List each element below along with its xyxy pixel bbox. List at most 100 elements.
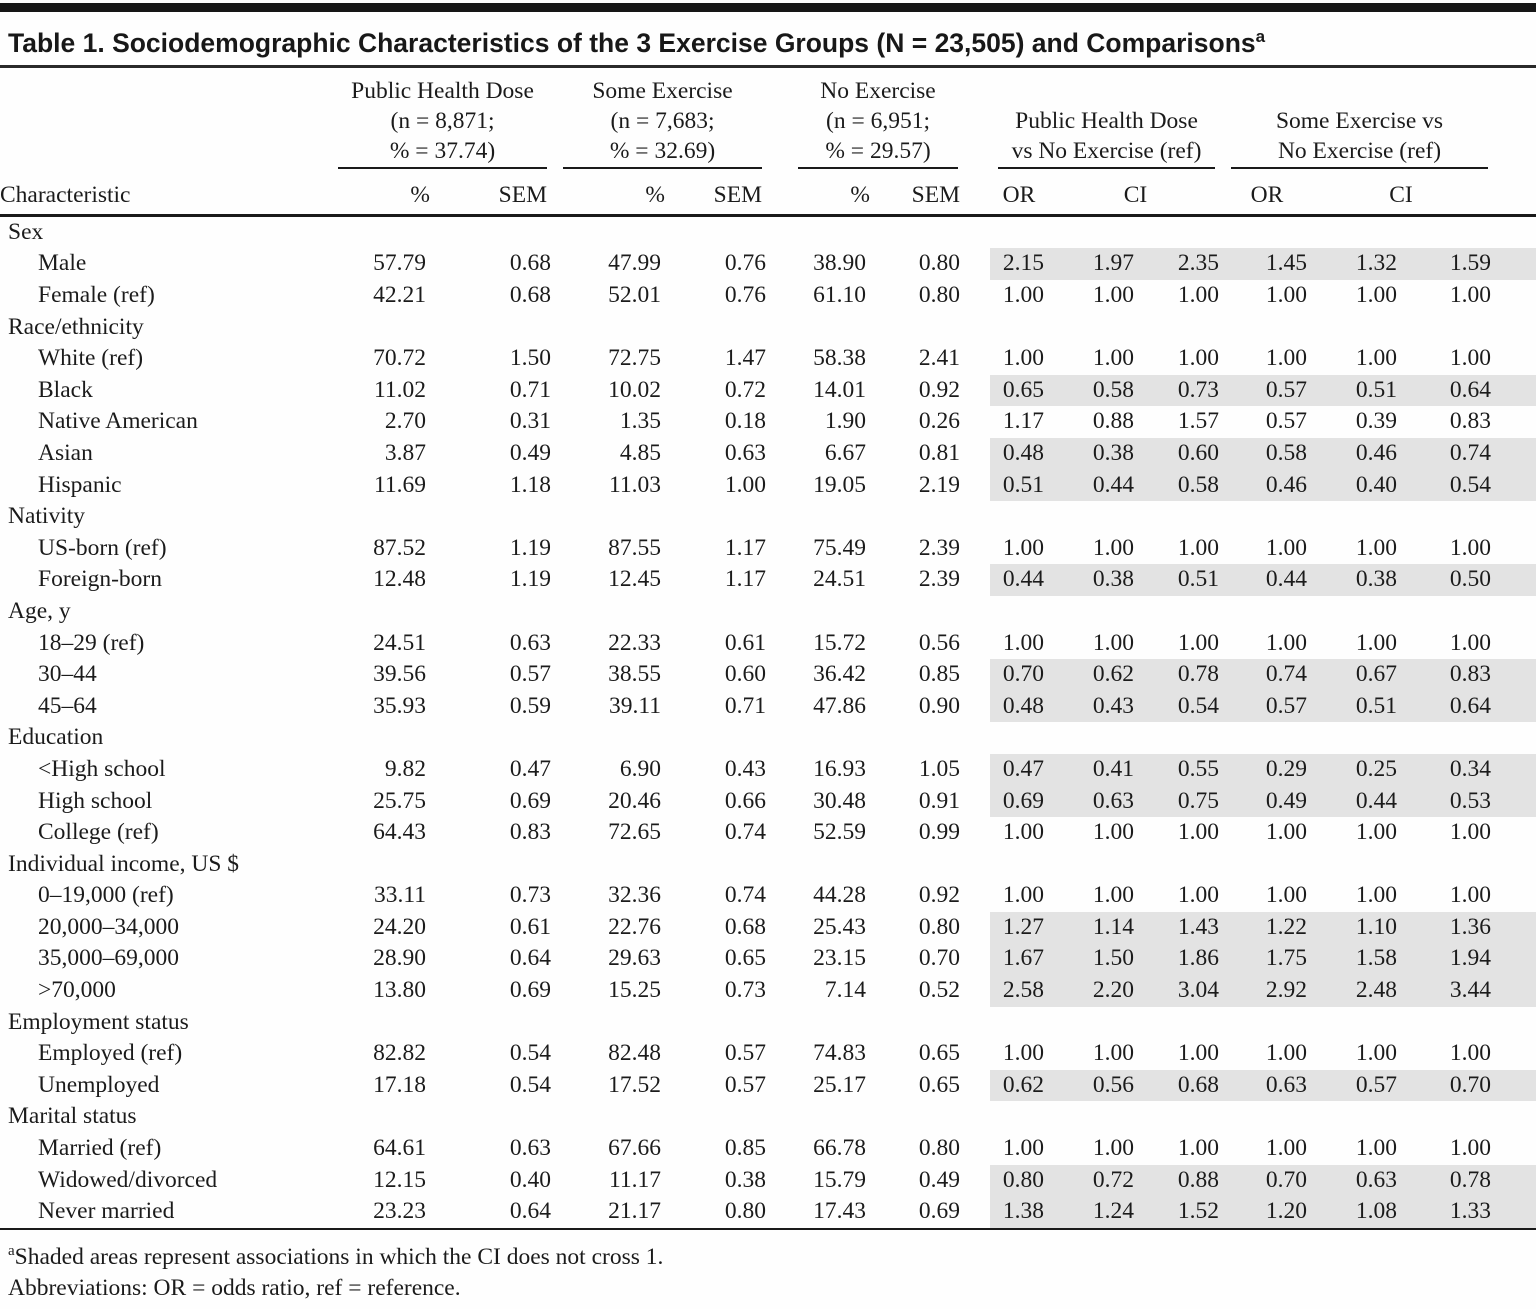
cell-value: 1.58: [1311, 943, 1401, 976]
cell-value: 72.75: [608, 345, 661, 372]
cell-value: 1.00: [1002, 345, 1044, 372]
cell-value: 0.54: [1138, 690, 1223, 723]
table-row: <High school 9.82 0.47 6.90 0.43 16.93 1.05 0.4…: [0, 753, 1536, 786]
cell-value: 1.05: [918, 755, 960, 782]
cell-value: 3.87: [384, 439, 426, 466]
cell-value: 0.57: [509, 661, 551, 688]
cell-value: 0.44: [1048, 469, 1138, 502]
cell-value: 32.36: [608, 882, 661, 909]
section-header-row: Nativity: [0, 501, 1536, 533]
cell-value: 1.00: [1092, 534, 1134, 561]
cell-value: 1.08: [1311, 1196, 1401, 1230]
section-label: Employment status: [8, 1008, 189, 1035]
cell-value: 0.63: [509, 1135, 551, 1162]
cell-value: 72.65: [608, 819, 661, 846]
cell-value: 0.58: [1048, 374, 1138, 407]
table-row: Foreign-born 12.48 1.19 12.45 1.17 24.51 2.39 0…: [0, 564, 1536, 596]
cell-value: 2.41: [918, 345, 960, 372]
cell-value: 1.00: [1449, 282, 1491, 309]
cell-value: 25.75: [373, 787, 426, 814]
group-header-line: No Exercise: [820, 77, 936, 104]
row-label: 0–19,000 (ref): [38, 882, 174, 909]
cell-value: 21.17: [555, 1196, 665, 1230]
section-label: Age, y: [8, 597, 71, 624]
cell-value: 0.44: [990, 564, 1048, 596]
cell-value: 11.17: [608, 1166, 661, 1193]
table-row: Widowed/divorced 12.15 0.40 11.17 0.38 15.79 0…: [0, 1164, 1536, 1197]
cell-value: 23.23: [330, 1196, 430, 1230]
cell-value: 1.94: [1401, 943, 1536, 976]
cell-value: 1.00: [1265, 882, 1307, 909]
cell-value: 0.72: [724, 376, 766, 403]
cell-value: 0.69: [509, 787, 551, 814]
cell-value: 58.38: [813, 345, 866, 372]
cell-value: 0.49: [1223, 785, 1311, 818]
cell-value: 17.52: [608, 1071, 661, 1098]
table-row: Black 11.02 0.71 10.02 0.72 14.01 0.92 0.65 0.58…: [0, 374, 1536, 407]
table-row: Married (ref) 64.61 0.63 67.66 0.85 66.78 0.80…: [0, 1133, 1536, 1165]
cell-value: 1.20: [1223, 1196, 1311, 1230]
cell-value: 7.14: [824, 977, 866, 1004]
cell-value: 0.59: [509, 692, 551, 719]
cell-value: 36.42: [813, 661, 866, 688]
percent-column-header: %: [770, 168, 870, 217]
empty-corner-cell: [0, 68, 330, 169]
section-header-row: Education: [0, 722, 1536, 754]
row-label: <High school: [38, 755, 166, 782]
group-header-line: % = 37.74): [389, 137, 496, 164]
cell-value: 1.00: [1092, 629, 1134, 656]
cell-value: 0.52: [918, 977, 960, 1004]
cell-value: 1.00: [1355, 882, 1397, 909]
cell-value: 2.92: [1223, 975, 1311, 1007]
section-header-row: Sex: [0, 215, 1536, 248]
cell-value: 1.00: [1092, 882, 1134, 909]
cell-value: 1.00: [1355, 282, 1397, 309]
row-label: Widowed/divorced: [38, 1166, 218, 1193]
cell-value: 0.57: [1223, 374, 1311, 407]
cell-value: 1.27: [990, 911, 1048, 944]
cell-value: 0.83: [509, 819, 551, 846]
cell-value: 1.33: [1401, 1196, 1536, 1230]
cell-value: 1.00: [1265, 345, 1307, 372]
cell-value: 82.82: [373, 1040, 426, 1067]
cell-value: 0.63: [1048, 785, 1138, 818]
cell-value: 1.00: [1092, 345, 1134, 372]
sociodemographic-table: Public Health Dose (n = 8,871; % = 37.74…: [0, 68, 1536, 1230]
cell-value: 0.18: [724, 408, 766, 435]
group-header-line: No Exercise (ref): [1277, 137, 1442, 164]
cell-value: 22.76: [608, 913, 661, 940]
group-header-line: vs No Exercise (ref): [1011, 137, 1202, 164]
table-footnotes: aShaded areas represent associations in …: [0, 1230, 1536, 1304]
cell-value: 0.83: [1401, 659, 1536, 691]
cell-value: 0.70: [1401, 1069, 1536, 1102]
cell-value: 39.56: [373, 661, 426, 688]
cell-value: 0.56: [918, 629, 960, 656]
cell-value: 0.62: [990, 1069, 1048, 1102]
cell-value: 0.92: [918, 376, 960, 403]
cell-value: 0.76: [724, 282, 766, 309]
cell-value: 1.14: [1048, 911, 1138, 944]
cell-value: 0.46: [1223, 469, 1311, 502]
table-row: Asian 3.87 0.49 4.85 0.63 6.67 0.81 0.48 0.38 0.6…: [0, 437, 1536, 470]
cell-value: 1.00: [1449, 882, 1491, 909]
cell-value: 24.20: [373, 913, 426, 940]
cell-value: 3.44: [1401, 975, 1536, 1007]
row-label: Unemployed: [38, 1071, 160, 1098]
cell-value: 1.00: [1092, 819, 1134, 846]
cell-value: 3.04: [1138, 975, 1223, 1007]
cell-value: 0.70: [1223, 1164, 1311, 1197]
section-label: Individual income, US $: [8, 850, 240, 877]
cell-value: 57.79: [373, 250, 426, 277]
row-label: 45–64: [38, 692, 97, 719]
cell-value: 0.63: [1223, 1069, 1311, 1102]
cell-value: 0.56: [1048, 1069, 1138, 1102]
characteristic-column-header: Characteristic: [0, 168, 330, 217]
cell-value: 0.51: [1311, 690, 1401, 723]
cell-value: 35.93: [373, 692, 426, 719]
cell-value: 64.61: [373, 1135, 426, 1162]
top-rule-bar: [0, 3, 1536, 12]
cell-value: 2.39: [918, 534, 960, 561]
cell-value: 0.34: [1401, 753, 1536, 786]
cell-value: 47.86: [813, 692, 866, 719]
